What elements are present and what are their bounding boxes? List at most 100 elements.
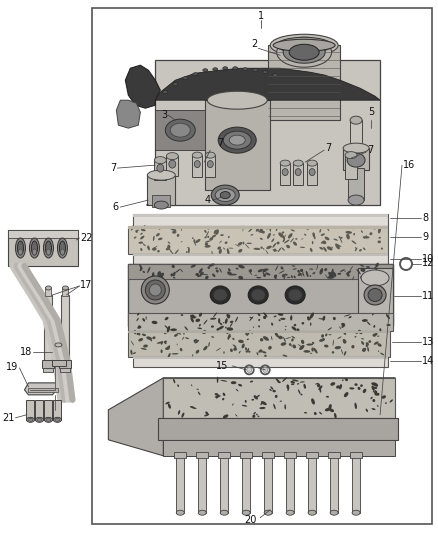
Ellipse shape xyxy=(332,272,335,277)
Ellipse shape xyxy=(285,326,286,327)
Ellipse shape xyxy=(204,414,209,416)
Ellipse shape xyxy=(275,333,279,337)
Ellipse shape xyxy=(213,312,217,317)
Bar xyxy=(152,195,170,207)
Ellipse shape xyxy=(172,264,175,268)
Ellipse shape xyxy=(322,316,325,321)
Ellipse shape xyxy=(216,328,220,330)
Ellipse shape xyxy=(279,401,282,402)
Bar xyxy=(358,268,393,323)
Ellipse shape xyxy=(385,402,387,404)
Ellipse shape xyxy=(329,409,334,412)
Ellipse shape xyxy=(315,383,319,384)
Ellipse shape xyxy=(232,403,233,406)
Ellipse shape xyxy=(295,238,297,240)
Ellipse shape xyxy=(277,37,332,53)
Ellipse shape xyxy=(142,243,146,246)
Ellipse shape xyxy=(228,268,231,271)
Ellipse shape xyxy=(346,271,351,274)
Ellipse shape xyxy=(381,247,383,249)
Ellipse shape xyxy=(216,270,219,272)
Text: 4: 4 xyxy=(204,195,210,205)
Ellipse shape xyxy=(316,265,318,270)
Ellipse shape xyxy=(287,277,290,278)
Ellipse shape xyxy=(177,384,179,387)
Ellipse shape xyxy=(230,322,233,327)
Ellipse shape xyxy=(215,229,219,235)
Bar xyxy=(133,254,388,264)
Ellipse shape xyxy=(283,354,287,357)
Ellipse shape xyxy=(210,318,216,320)
Ellipse shape xyxy=(308,510,316,515)
Ellipse shape xyxy=(43,238,53,258)
Ellipse shape xyxy=(249,316,253,321)
Ellipse shape xyxy=(364,235,367,239)
Ellipse shape xyxy=(283,239,285,242)
Bar xyxy=(42,360,54,368)
Ellipse shape xyxy=(203,346,208,351)
Ellipse shape xyxy=(319,229,321,233)
Ellipse shape xyxy=(263,274,266,277)
Bar xyxy=(163,440,395,456)
Ellipse shape xyxy=(348,195,364,205)
Ellipse shape xyxy=(276,228,278,231)
Ellipse shape xyxy=(272,243,276,248)
Ellipse shape xyxy=(243,225,244,232)
Ellipse shape xyxy=(138,333,141,336)
Ellipse shape xyxy=(142,334,146,336)
Ellipse shape xyxy=(321,334,324,338)
Ellipse shape xyxy=(310,275,311,277)
Ellipse shape xyxy=(286,245,290,248)
Ellipse shape xyxy=(357,387,360,390)
Ellipse shape xyxy=(284,276,286,279)
Ellipse shape xyxy=(309,168,315,175)
Text: 7: 7 xyxy=(367,145,373,155)
Ellipse shape xyxy=(311,348,314,352)
Ellipse shape xyxy=(273,403,276,409)
Ellipse shape xyxy=(333,317,336,320)
Ellipse shape xyxy=(211,326,214,328)
Ellipse shape xyxy=(378,237,381,239)
Ellipse shape xyxy=(174,334,178,337)
Ellipse shape xyxy=(140,233,143,235)
Ellipse shape xyxy=(310,312,314,319)
Ellipse shape xyxy=(253,69,258,72)
Ellipse shape xyxy=(131,341,134,346)
Ellipse shape xyxy=(263,316,266,319)
Ellipse shape xyxy=(288,233,293,238)
Ellipse shape xyxy=(313,348,318,353)
Ellipse shape xyxy=(235,244,240,247)
Ellipse shape xyxy=(275,265,278,271)
Ellipse shape xyxy=(343,341,346,343)
Ellipse shape xyxy=(157,250,160,253)
Ellipse shape xyxy=(326,227,329,231)
Bar xyxy=(92,9,432,524)
Ellipse shape xyxy=(195,340,199,343)
Ellipse shape xyxy=(350,266,353,271)
Text: 11: 11 xyxy=(422,291,434,301)
Bar xyxy=(133,254,388,256)
Ellipse shape xyxy=(261,401,267,405)
Ellipse shape xyxy=(372,399,375,402)
Bar xyxy=(53,360,67,366)
Bar xyxy=(133,214,388,217)
Ellipse shape xyxy=(261,247,263,249)
Ellipse shape xyxy=(352,510,360,515)
Ellipse shape xyxy=(361,270,389,286)
Ellipse shape xyxy=(275,277,277,279)
Ellipse shape xyxy=(371,397,373,399)
Ellipse shape xyxy=(195,273,199,276)
Ellipse shape xyxy=(198,510,206,515)
Bar xyxy=(174,452,186,458)
Ellipse shape xyxy=(177,234,179,237)
Ellipse shape xyxy=(304,384,306,389)
Ellipse shape xyxy=(26,417,35,422)
Ellipse shape xyxy=(341,326,343,328)
Text: 22: 22 xyxy=(81,233,93,243)
Ellipse shape xyxy=(173,277,175,279)
Ellipse shape xyxy=(187,247,190,249)
Ellipse shape xyxy=(217,246,221,250)
Ellipse shape xyxy=(263,336,269,341)
Ellipse shape xyxy=(32,241,38,255)
Ellipse shape xyxy=(344,392,349,397)
